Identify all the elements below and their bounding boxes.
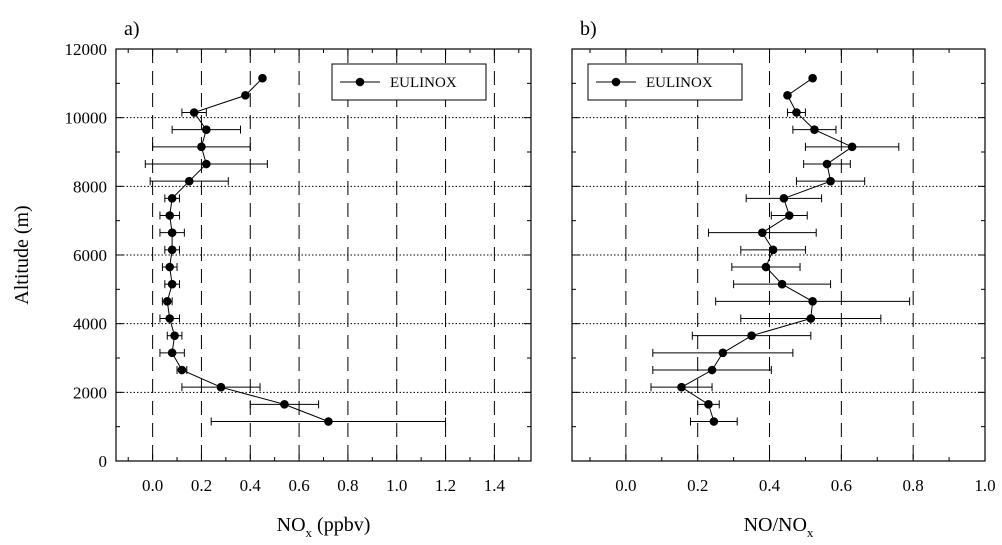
x-tick-label: 0.8 (337, 476, 358, 495)
x-axis-label: NOx (ppbv) (277, 514, 371, 540)
data-point (280, 400, 289, 409)
data-point (704, 400, 713, 409)
data-point (718, 348, 728, 358)
x-tick-label: 0.6 (288, 476, 309, 495)
data-point (202, 125, 211, 134)
x-axis-label-unit: (ppbv) (312, 514, 370, 536)
data-point (777, 279, 787, 289)
x-tick-label: 0.4 (759, 476, 781, 495)
y-tick-label: 2000 (73, 383, 107, 402)
data-point (202, 159, 211, 169)
data-point (847, 142, 857, 152)
data-point (216, 382, 226, 392)
y-tick-label: 12000 (65, 40, 108, 59)
y-tick-label: 6000 (73, 246, 107, 265)
data-point (258, 73, 267, 83)
panel-b: 0.0 0.2 0.4 0.6 0.8 1.0 b) NO/NOx EULINOX (571, 18, 996, 540)
panel-label: a) (124, 18, 140, 40)
y-tick-label: 0 (99, 452, 108, 471)
x-tick-label: 0.8 (903, 476, 924, 495)
data-point (184, 176, 194, 186)
data-point (165, 314, 175, 323)
data-point (177, 365, 187, 375)
x-axis-label-main: NO (277, 514, 306, 536)
x-tick-label: 0.2 (191, 476, 212, 495)
data-point (761, 262, 771, 272)
x-tick-label: 0.6 (831, 476, 852, 495)
panel-label: b) (580, 18, 597, 40)
data-point (784, 211, 794, 220)
data-point (167, 348, 177, 358)
data-point (677, 382, 686, 392)
data-point (165, 211, 175, 220)
data-point (826, 176, 835, 186)
data-point (758, 228, 767, 237)
data-point (167, 228, 177, 237)
x-axis-label-main: NO/NO (744, 514, 807, 536)
y-axis-label: Altitude (m) (11, 205, 33, 304)
legend-label: EULINOX (646, 75, 713, 91)
data-point (783, 91, 792, 100)
x-axis-label-subscript: x (807, 525, 814, 540)
legend-label: EULINOX (390, 75, 457, 91)
data-point (707, 365, 717, 375)
data-point (167, 245, 177, 255)
legend-marker (611, 77, 621, 87)
panel-a: 0 2000 4000 6000 8000 10000 12000 0.0 0.2 0.4 0.6 0… (65, 18, 532, 540)
x-axis-label-subscript: x (306, 525, 313, 540)
data-point (792, 108, 801, 117)
data-point (170, 331, 179, 340)
data-point (808, 297, 817, 306)
data-point (709, 417, 719, 426)
data-point (768, 245, 778, 255)
data-point (806, 314, 816, 323)
data-point (779, 194, 789, 203)
y-tick-label: 4000 (73, 315, 107, 334)
data-point (162, 297, 172, 306)
x-tick-label: 0.4 (240, 476, 262, 495)
data-point (189, 108, 199, 117)
x-tick-label: 1.0 (386, 476, 407, 495)
x-tick-label: 0.2 (687, 476, 708, 495)
x-tick-label: 1.0 (974, 476, 995, 495)
legend-marker (355, 77, 365, 87)
x-tick-label: 1.2 (435, 476, 456, 495)
x-tick-label: 0.0 (615, 476, 636, 495)
data-point (167, 279, 177, 289)
data-point (167, 194, 177, 203)
x-tick-label: 1.4 (484, 476, 506, 495)
data-point (808, 73, 817, 83)
data-point (241, 91, 250, 100)
x-axis-label: NO/NOx (744, 514, 814, 540)
data-point (165, 262, 175, 272)
y-tick-label: 10000 (65, 109, 108, 128)
x-tick-label: 0.0 (142, 476, 163, 495)
y-tick-label: 8000 (73, 177, 107, 196)
data-point (324, 417, 333, 426)
data-point (822, 159, 832, 169)
data-point (197, 142, 206, 152)
data-point (747, 331, 756, 340)
data-point (810, 125, 819, 134)
